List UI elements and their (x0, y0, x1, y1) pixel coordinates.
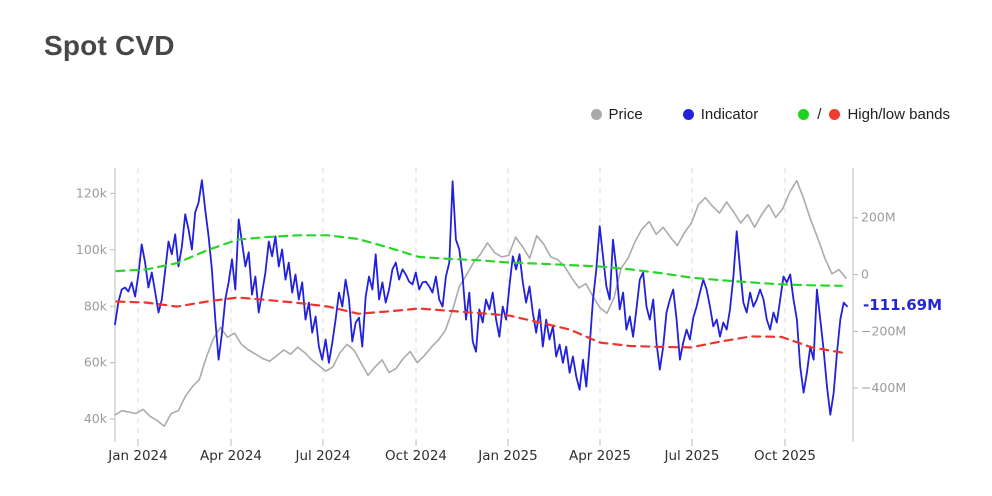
high-band-dot-icon (798, 109, 810, 120)
price-dot-icon (590, 109, 602, 120)
left-axis-tick-label: 60k (84, 355, 108, 370)
legend-label-price: Price (608, 106, 643, 123)
right-axis-tick-label: 0 (861, 266, 869, 281)
low-band-line (115, 296, 844, 354)
x-axis-tick-label: Jan 2025 (477, 448, 537, 464)
x-axis-tick-label: Oct 2025 (754, 448, 816, 464)
legend-item-bands[interactable]: / High/low bands (798, 106, 950, 123)
legend-item-price[interactable]: Price (590, 106, 643, 123)
x-axis-tick-label: Oct 2024 (385, 448, 447, 464)
x-axis-tick-label: Jan 2024 (107, 448, 167, 464)
legend-label-indicator: Indicator (700, 106, 759, 123)
right-axis-tick-label: −400M (861, 380, 906, 395)
x-axis-tick-label: Jul 2024 (294, 448, 350, 464)
right-axis-tick-label: 200M (861, 210, 896, 225)
right-axis-tick-label: −200M (861, 323, 906, 338)
indicator-line (114, 179, 848, 416)
x-axis-tick-label: Apr 2024 (200, 448, 262, 464)
high-band-line (115, 234, 844, 287)
left-axis-tick-label: 120k (76, 185, 108, 200)
indicator-last-value-label: -111.69M (860, 295, 946, 316)
left-axis-tick-label: 80k (84, 298, 108, 313)
legend-item-indicator[interactable]: Indicator (682, 106, 759, 123)
chart-legend: Price Indicator / High/low bands (590, 106, 950, 123)
bands-separator: / (817, 106, 822, 123)
left-axis-tick-label: 40k (84, 411, 108, 426)
low-band-dot-icon (829, 109, 841, 120)
legend-label-bands: High/low bands (847, 106, 950, 123)
indicator-dot-icon (682, 109, 694, 120)
price-line (114, 179, 847, 428)
page-title: Spot CVD (44, 30, 175, 61)
x-axis-tick-label: Jul 2025 (663, 448, 719, 464)
x-axis-tick-label: Apr 2025 (569, 448, 631, 464)
left-axis-tick-label: 100k (76, 242, 108, 257)
